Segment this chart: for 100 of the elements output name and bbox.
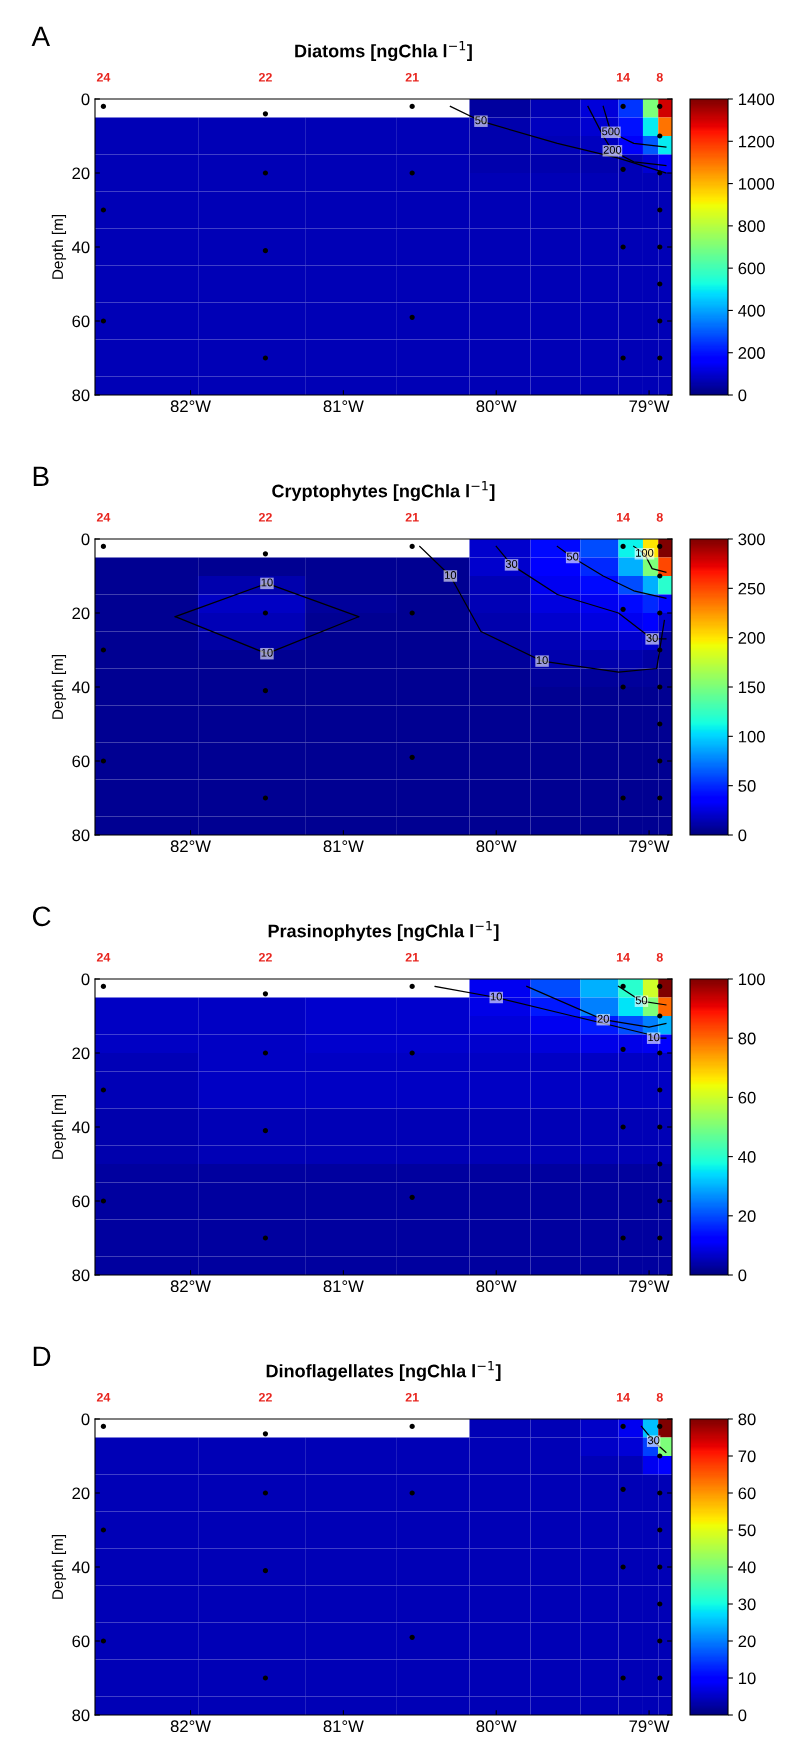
annotation: 10 xyxy=(445,571,457,579)
text: B xyxy=(33,466,49,486)
annotation: 14 xyxy=(616,513,630,522)
color-bar-label: 60 xyxy=(738,1091,756,1104)
y-tick-label: 0 xyxy=(81,533,90,546)
y-axis-title: Depth [m] xyxy=(51,1534,67,1599)
chart-title: Diatoms [ngChla l$^{−1}$] xyxy=(295,41,472,62)
annotation: 24 xyxy=(96,952,111,962)
color-bar-label: 30 xyxy=(738,1598,756,1611)
color-bar-label: 0 xyxy=(738,389,747,402)
x-tick-label: 82°W xyxy=(170,1720,211,1733)
color-bar-label: 20 xyxy=(738,1635,756,1648)
y-axis-title: Depth [m] xyxy=(51,654,67,719)
annotation: 22 xyxy=(258,72,272,82)
color-bar-label: 0 xyxy=(738,1709,747,1722)
y-tick-label: 20 xyxy=(72,167,90,180)
color-bar-label: 20 xyxy=(738,1210,756,1222)
color-bar-label: 80 xyxy=(738,1032,756,1045)
annotation: 22 xyxy=(258,952,272,962)
color-bar-label: 400 xyxy=(738,304,765,317)
color-bar-label: 100 xyxy=(738,973,765,986)
color-bar-label: 150 xyxy=(738,681,765,694)
y-tick-label: 80 xyxy=(72,1709,90,1722)
chart-title: Cryptophytes [ngChla l$^{−1}$] xyxy=(272,481,495,502)
x-tick-label: 79°W xyxy=(629,1720,670,1733)
color-bar-label: 0 xyxy=(738,829,747,842)
color-bar-label: 1400 xyxy=(738,93,775,106)
x-tick-label: 82°W xyxy=(170,400,211,413)
x-tick-label: 80°W xyxy=(476,1280,517,1293)
text: A xyxy=(31,26,50,46)
color-bar-label: 800 xyxy=(738,220,765,233)
chart-title: Dinoflagellates [ngChla l$^{−1}$] xyxy=(266,1361,501,1382)
x-tick-label: 81°W xyxy=(323,1720,364,1733)
annotation: 8 xyxy=(656,952,663,962)
annotation: 14 xyxy=(616,953,630,962)
color-bar-label: 1200 xyxy=(738,135,775,148)
annotation: 50 xyxy=(475,116,487,125)
x-tick-label: 80°W xyxy=(476,840,517,853)
annotation: 21 xyxy=(405,72,419,82)
annotation: 22 xyxy=(258,512,272,522)
y-tick-label: 60 xyxy=(72,315,90,328)
annotation: 22 xyxy=(258,1392,272,1402)
y-tick-label: 40 xyxy=(71,1561,90,1574)
color-bar-label: 0 xyxy=(738,1269,747,1282)
annotation: 21 xyxy=(405,952,419,962)
text: C xyxy=(32,906,51,927)
color-bar-label: 80 xyxy=(738,1413,756,1426)
annotation: 14 xyxy=(616,73,630,82)
y-axis-title: Depth [m] xyxy=(51,1094,67,1159)
annotation: 10 xyxy=(490,992,502,1001)
annotation: 30 xyxy=(646,634,658,642)
annotation: 20 xyxy=(597,1014,609,1023)
annotation: 10 xyxy=(261,648,273,657)
x-tick-label: 81°W xyxy=(323,840,364,853)
y-tick-label: 60 xyxy=(72,1635,90,1648)
annotation: 24 xyxy=(96,1392,111,1402)
color-bar-label: 250 xyxy=(738,582,765,595)
annotation: 10 xyxy=(536,656,548,665)
y-tick-label: 40 xyxy=(71,1121,90,1134)
annotation: 10 xyxy=(261,578,273,587)
y-tick-label: 80 xyxy=(72,829,90,842)
annotation: 8 xyxy=(656,512,663,522)
color-bar-label: 300 xyxy=(738,533,765,546)
annotation: 500 xyxy=(602,127,620,136)
x-tick-label: 82°W xyxy=(170,840,211,853)
chart-title: Prasinophytes [ngChla l$^{−1}$] xyxy=(268,921,499,942)
color-bar-label: 60 xyxy=(738,1487,756,1500)
y-tick-label: 80 xyxy=(72,1269,90,1282)
color-bar-label: 1000 xyxy=(738,177,775,190)
y-tick-label: 60 xyxy=(72,1195,90,1208)
annotation: 21 xyxy=(405,1392,419,1402)
x-tick-label: 79°W xyxy=(629,400,670,413)
annotation: 21 xyxy=(405,512,419,522)
color-bar-label: 50 xyxy=(738,1524,756,1537)
annotation: 24 xyxy=(96,72,111,82)
annotation: 8 xyxy=(656,72,663,82)
y-tick-label: 80 xyxy=(72,389,90,402)
color-bar-label: 40 xyxy=(738,1561,756,1574)
y-tick-label: 20 xyxy=(72,1047,90,1060)
annotation: 50 xyxy=(566,552,579,561)
y-axis-title: Depth [m] xyxy=(51,214,67,279)
x-tick-label: 81°W xyxy=(323,400,364,413)
y-tick-label: 20 xyxy=(72,1487,90,1500)
text: D xyxy=(33,1346,51,1366)
annotation: 24 xyxy=(96,512,111,522)
y-tick-label: 40 xyxy=(71,681,90,694)
color-bar-label: 50 xyxy=(738,780,756,792)
x-tick-label: 79°W xyxy=(629,840,670,853)
annotation: 30 xyxy=(505,560,518,568)
y-tick-label: 0 xyxy=(81,1413,90,1426)
x-tick-label: 81°W xyxy=(323,1280,364,1293)
color-bar-label: 10 xyxy=(738,1672,756,1685)
color-bar-label: 40 xyxy=(738,1151,756,1163)
color-bar-label: 70 xyxy=(738,1450,756,1463)
annotation: 10 xyxy=(648,1033,660,1042)
y-tick-label: 40 xyxy=(71,241,90,254)
color-bar-label: 100 xyxy=(738,730,765,743)
x-tick-label: 80°W xyxy=(476,400,517,413)
annotation: 14 xyxy=(616,1393,630,1402)
y-tick-label: 60 xyxy=(72,755,90,768)
